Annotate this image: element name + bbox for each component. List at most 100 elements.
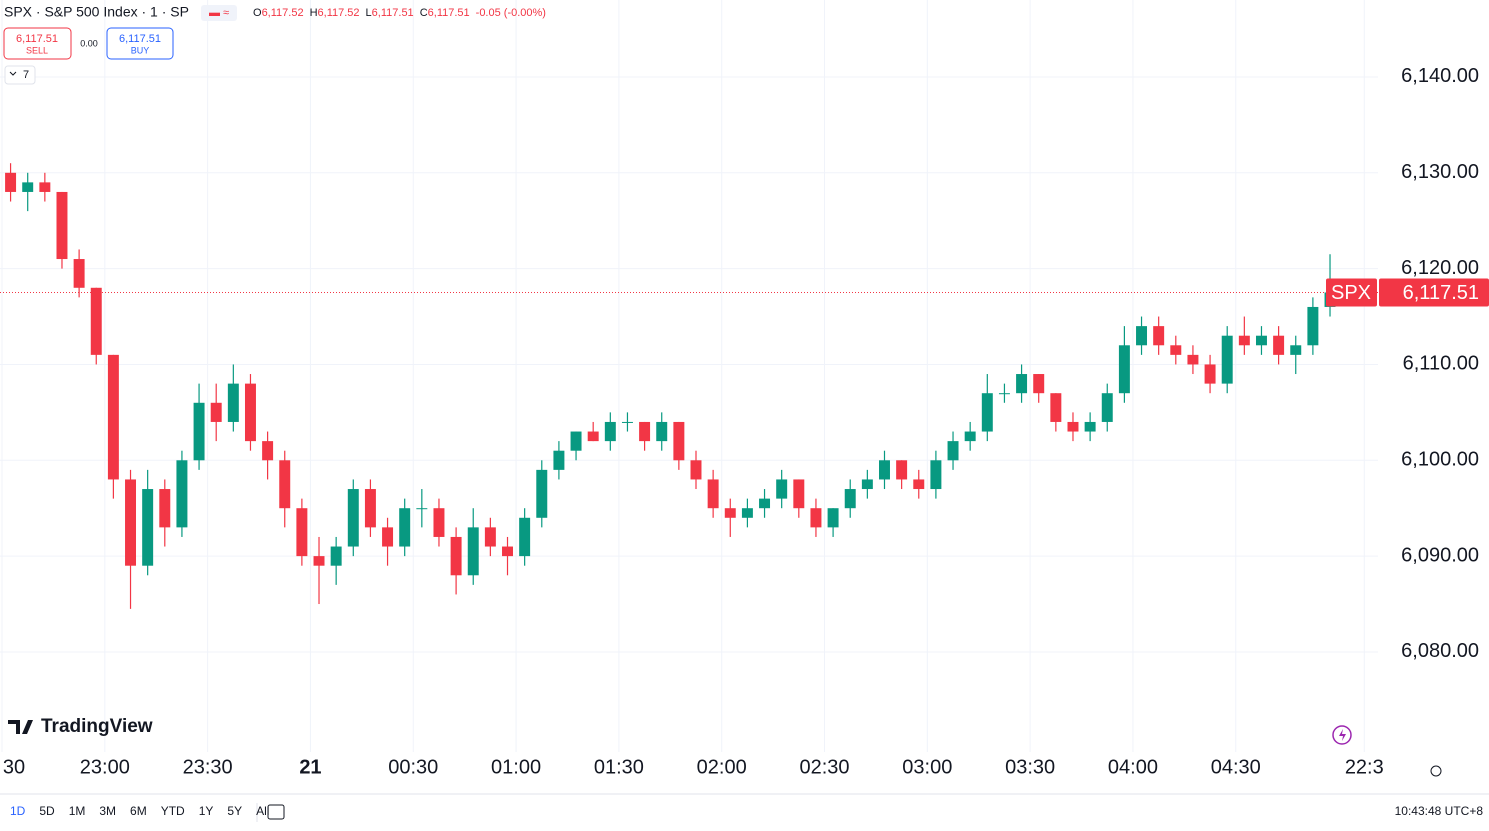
candle-body [1033,374,1045,394]
candle-body [296,508,308,557]
candle-body [210,402,222,422]
y-tick-label: 6,100.00 [1401,449,1479,471]
x-tick-label: 03:00 [902,756,952,778]
candle-body [279,460,291,509]
date-range-icon[interactable] [267,804,285,820]
last-symbol-box [1326,278,1377,307]
candle-body [1221,335,1233,384]
y-tick-label: 6,130.00 [1401,161,1479,183]
readout-value: 6,117.52 [318,7,360,19]
range-button[interactable]: YTD [161,804,185,818]
candle-body [639,421,651,442]
candle-body [107,354,119,480]
candle-body [656,421,668,442]
candle-body [193,402,205,461]
candle-body [382,527,394,547]
last-symbol: SPX [1331,282,1371,304]
last-price-label: 6,117.51 [1403,282,1479,304]
candle-body [776,479,788,499]
candle-body [1307,306,1319,346]
candle-body [930,460,942,490]
x-tick-label: 02:30 [799,756,849,778]
candle-body [1016,374,1028,394]
buy-button[interactable] [106,27,174,60]
y-tick-label: 6,110.00 [1403,353,1479,375]
candle-body [707,479,719,509]
candle-body [484,527,496,547]
x-tick-label: 04:30 [1211,756,1261,778]
candle-body [433,508,445,537]
candle-body [347,489,359,547]
x-tick-label: 00:30 [388,756,438,778]
chevron-icon [9,71,17,76]
candle-body [947,441,959,461]
x-tick-label: 23:00 [80,756,130,778]
sell-price: 6,117.51 [16,33,58,45]
candle-body [90,287,102,355]
readout-value: 6,117.51 [428,7,470,19]
candle-body [125,479,137,566]
candle-body [759,498,771,509]
spread: 0.00 [80,38,98,48]
y-tick-label: 6,090.00 [1401,544,1479,566]
range-button[interactable]: 5Y [227,804,242,818]
readout-key: L [366,7,372,19]
x-tick-label: 01:30 [594,756,644,778]
readout-key: C [420,7,428,19]
candle-body [244,383,256,442]
x-tick-label: 03:30 [1005,756,1055,778]
clock: 10:43:48 UTC+8 [1395,804,1484,818]
candle-body [450,536,462,576]
candle-body [998,393,1010,395]
candle-body [964,431,976,442]
range-button[interactable]: All [256,804,269,818]
candle-body [879,460,890,480]
indicator-count: 7 [23,69,29,81]
candle-body [1170,345,1182,355]
candle-body [5,172,17,192]
readout-key: H [310,7,318,19]
status-icon: ▬ ≈ [209,7,229,19]
candle-body [827,508,839,528]
candle-body [519,517,531,557]
candle-body [1204,364,1216,384]
candle-body [416,508,428,510]
candle-body [313,556,325,566]
x-tick-label: 01:00 [491,756,541,778]
range-button[interactable]: 6M [130,804,147,818]
logo: TradingView [41,716,153,737]
replay-icon[interactable] [1332,725,1352,745]
buy-label: BUY [131,45,150,55]
candle-body [364,489,376,528]
candle-body [1084,421,1096,432]
x-tick-label: 23:30 [183,756,233,778]
candle-body [1290,345,1302,355]
candle-body [1118,345,1130,394]
candle-body [536,469,548,518]
readout-value: 6,117.52 [262,7,304,19]
readout-value: -0.05 (-0.00%) [476,7,546,19]
candle-body [1187,354,1199,365]
x-tick-label: 22:3 [1345,756,1384,778]
candle-body [553,450,565,470]
candle-body [913,479,925,490]
bolt-icon [1339,729,1346,741]
candle-body [1050,393,1062,422]
range-button[interactable]: 3M [99,804,116,818]
x-tick-label: 02:00 [697,756,747,778]
range-button[interactable]: 5D [39,804,55,818]
sell-label: SELL [26,45,48,55]
candle-body [981,393,993,432]
sell-button[interactable] [3,27,72,60]
readout-key: O [253,7,262,19]
range-button[interactable]: 1M [69,804,86,818]
candle-body [176,460,188,528]
settings-icon[interactable] [1430,765,1442,777]
candle-body [810,508,822,528]
indicators-toggle[interactable] [4,65,36,85]
status-badge [201,5,237,21]
range-button[interactable]: 1Y [199,804,214,818]
logo-icon [8,720,33,734]
range-button[interactable]: 1D [10,804,26,818]
